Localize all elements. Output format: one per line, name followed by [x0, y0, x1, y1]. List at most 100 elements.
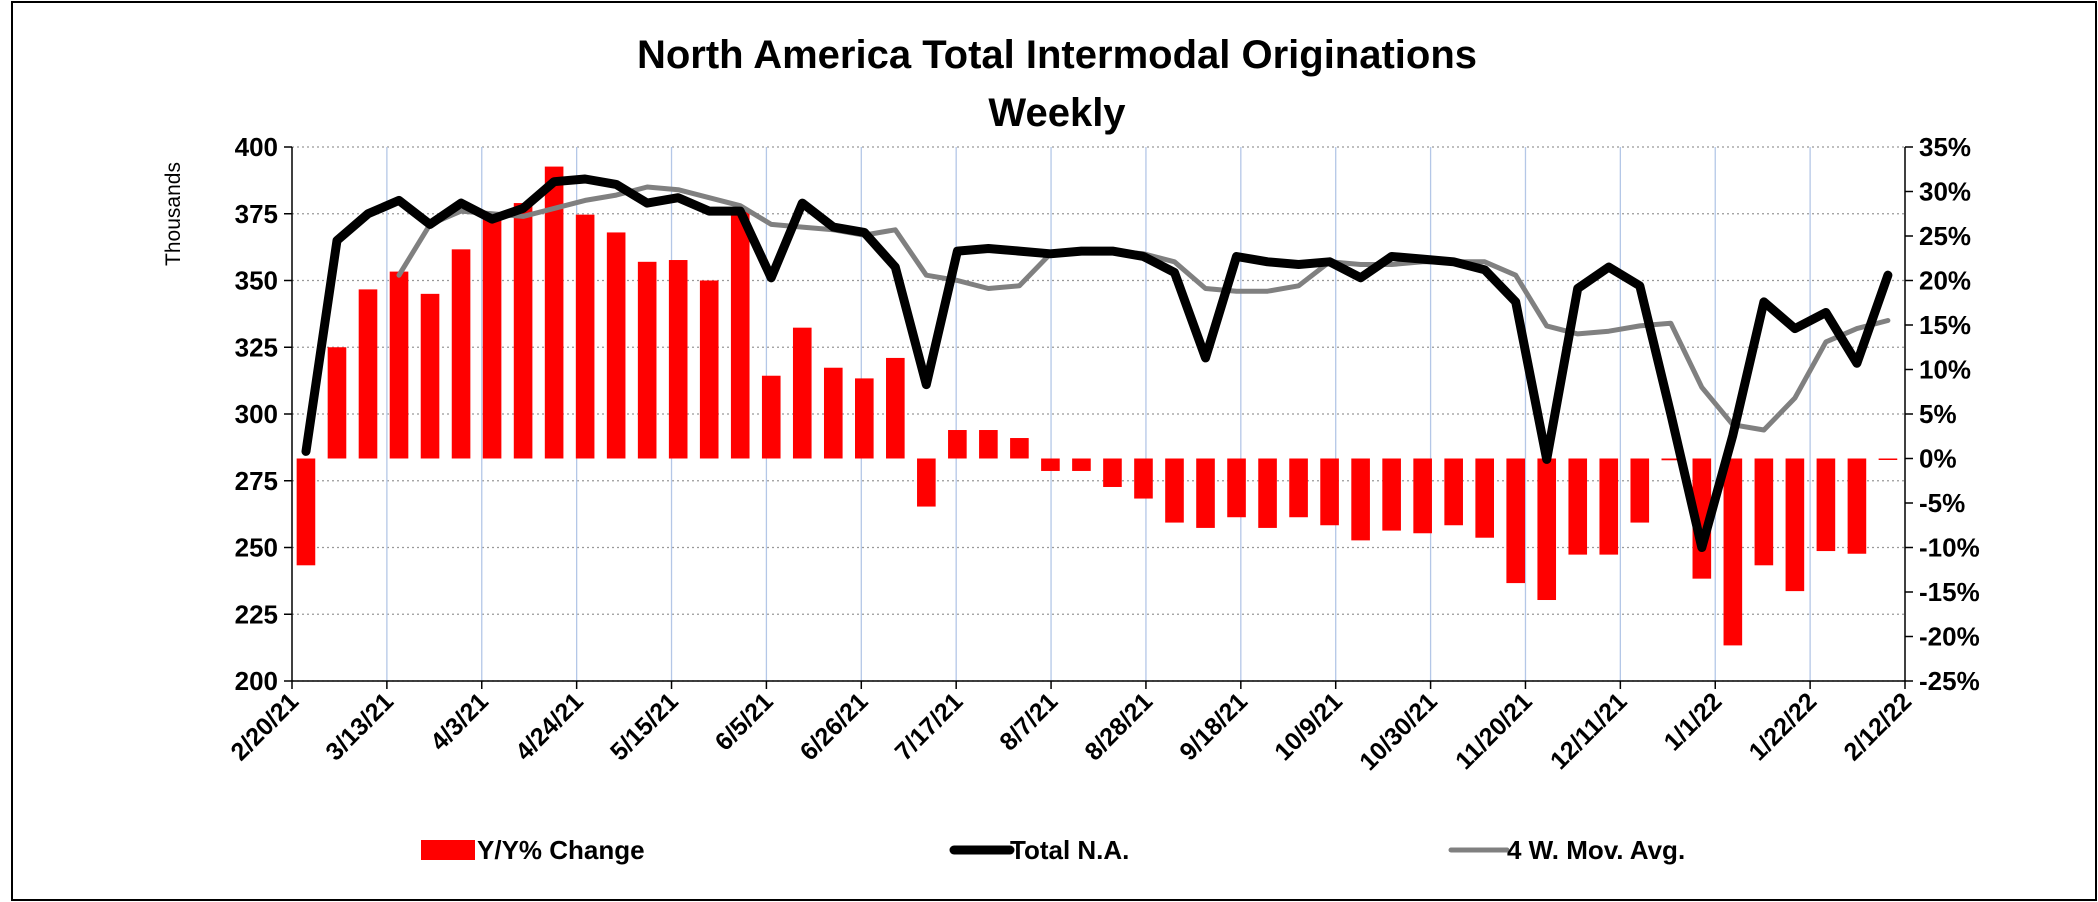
legend-label: 4 W. Mov. Avg.: [1507, 835, 1685, 865]
bar: [1661, 458, 1681, 461]
chart-subtitle: Weekly: [988, 91, 1126, 135]
bar: [917, 458, 936, 507]
y-tick-label: 350: [235, 266, 278, 296]
bar: [1010, 438, 1029, 459]
y2-tick-label: -10%: [1919, 533, 1980, 563]
y2-tick-label: 10%: [1919, 355, 1971, 385]
y-axis-label: Thousands: [162, 162, 185, 266]
bar: [886, 357, 905, 459]
bar: [389, 271, 409, 459]
bar: [730, 211, 750, 459]
y2-tick-label: 15%: [1919, 310, 1971, 340]
bar: [1568, 458, 1588, 555]
x-tick-label: 6/5/21: [710, 687, 779, 756]
bar: [1630, 458, 1650, 523]
x-tick-label: 12/11/21: [1545, 687, 1633, 775]
x-tick-label: 4/24/21: [510, 687, 589, 766]
x-tick-label: 7/17/21: [890, 687, 969, 766]
x-tick-label: 11/20/21: [1450, 687, 1538, 775]
y2-tick-label: -15%: [1919, 577, 1980, 607]
bar: [1723, 458, 1743, 646]
y2-tick-label: 25%: [1919, 221, 1971, 251]
bar: [544, 166, 564, 459]
y2-tick-label: 30%: [1919, 177, 1971, 207]
bar: [575, 214, 595, 459]
bar: [482, 218, 502, 459]
y-tick-label: 400: [235, 132, 278, 162]
y-tick-label: 275: [235, 466, 278, 496]
bar: [1444, 458, 1463, 526]
y2-tick-label: -20%: [1919, 622, 1980, 652]
bar: [1258, 458, 1277, 528]
bar: [854, 378, 874, 459]
y2-tick-label: 35%: [1919, 132, 1971, 162]
y2-tick-label: 20%: [1919, 266, 1971, 296]
bar: [699, 280, 719, 459]
y-tick-label: 325: [235, 332, 278, 362]
bar: [1382, 458, 1401, 531]
bar: [358, 289, 378, 459]
bar: [1103, 458, 1122, 487]
y-tick-label: 250: [235, 533, 278, 563]
bar: [1537, 458, 1557, 601]
x-tick-label: 4/3/21: [425, 687, 494, 756]
line: [301, 174, 1893, 552]
legend-label: Total N.A.: [1010, 835, 1129, 865]
bar: [668, 260, 688, 459]
x-tick-label: 10/30/21: [1354, 687, 1443, 776]
x-tick-label: 1/1/22: [1659, 687, 1728, 756]
bar: [761, 375, 781, 459]
x-tick-label: 3/13/21: [320, 687, 399, 766]
bar: [1227, 458, 1246, 518]
bar: [1847, 458, 1867, 554]
bar: [1320, 458, 1339, 526]
bar: [1041, 458, 1060, 471]
x-tick-label: 5/15/21: [605, 687, 684, 766]
x-tick-label: 9/18/21: [1174, 687, 1253, 766]
bar: [948, 430, 967, 459]
bar: [1692, 458, 1712, 579]
bar: [513, 203, 533, 459]
x-tick-label: 8/7/21: [994, 687, 1063, 756]
frame: [11, 1, 2097, 901]
y-tick-label: 225: [235, 599, 278, 629]
bar: [1165, 458, 1184, 523]
y2-tick-label: -5%: [1919, 488, 1965, 518]
bar: [1072, 458, 1091, 471]
bar: [1289, 458, 1308, 518]
legend-swatch: [421, 840, 475, 860]
bar: [420, 293, 440, 459]
bar: [979, 430, 998, 459]
bar: [1351, 458, 1370, 541]
x-tick-label: 2/20/21: [225, 687, 304, 766]
legend-label: Y/Y% Change: [477, 835, 645, 865]
x-tick-label: 6/26/21: [795, 687, 874, 766]
bar: [296, 458, 316, 566]
bar: [1506, 458, 1526, 584]
bar: [637, 261, 657, 459]
bar: [1816, 458, 1836, 552]
bar: [1196, 458, 1215, 528]
bar: [1878, 458, 1898, 460]
x-tick-label: 8/28/21: [1079, 687, 1158, 766]
bar: [451, 249, 471, 459]
bar: [1754, 458, 1774, 566]
y2-tick-label: -25%: [1919, 666, 1980, 696]
bar: [1134, 458, 1153, 499]
y-tick-label: 375: [235, 199, 278, 229]
bar: [1599, 458, 1619, 555]
bar: [1475, 458, 1494, 538]
x-tick-label: 1/22/22: [1744, 687, 1823, 766]
bar: [792, 327, 812, 459]
y2-tick-label: 5%: [1919, 399, 1957, 429]
bar: [327, 347, 347, 459]
y-tick-label: 200: [235, 666, 278, 696]
y-tick-label: 300: [235, 399, 278, 429]
x-tick-label: 2/12/22: [1838, 687, 1917, 766]
x-tick-label: 10/9/21: [1269, 687, 1348, 766]
chart-title: North America Total Intermodal Originati…: [637, 33, 1477, 77]
bar: [1413, 458, 1432, 534]
bar: [823, 367, 843, 459]
bar: [1785, 458, 1805, 592]
